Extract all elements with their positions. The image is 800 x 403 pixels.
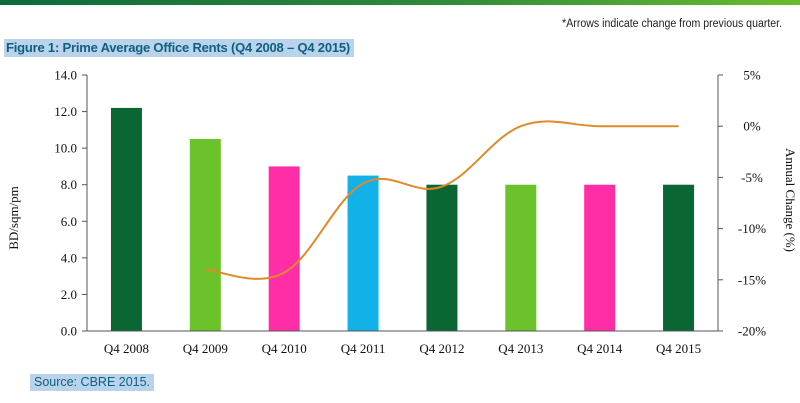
x-tick-label: Q4 2012 — [419, 341, 464, 356]
x-tick-label: Q4 2008 — [104, 341, 149, 356]
axes-group: 0.0 2.0 4.0 6.0 8.0 10.0 12.0 14.0 -20% -15% -10% -… — [54, 68, 766, 357]
bar-q4-2010 — [268, 166, 300, 331]
x-tick-label: Q4 2014 — [577, 341, 623, 356]
bar-q4-2015 — [663, 184, 695, 331]
y-right-tick-label: -5% — [741, 170, 763, 185]
bars-group — [110, 107, 695, 332]
y-axis-right-title: Annual Change (%) — [783, 148, 798, 252]
source-note: Source: CBRE 2015. — [30, 374, 155, 391]
bar-q4-2012 — [426, 184, 458, 331]
arrows-footnote: *Arrows indicate change from previous qu… — [562, 18, 782, 30]
x-tick-label: Q4 2009 — [183, 341, 228, 356]
bar-q4-2013 — [505, 184, 537, 331]
bar-q4-2009 — [189, 139, 221, 331]
annual-change-line — [205, 120, 679, 280]
y-left-tick-label: 10.0 — [54, 141, 77, 156]
x-tick-label: Q4 2011 — [341, 341, 386, 356]
line-group — [205, 120, 679, 280]
y-axis-left-title: BD/sqm/pm — [6, 186, 21, 250]
y-left-tick-label: 12.0 — [54, 104, 77, 119]
y-right-tick-label: -15% — [738, 272, 766, 287]
y-left-tick-label: 2.0 — [61, 287, 77, 302]
bar-q4-2008 — [110, 107, 142, 332]
top-accent-rule — [0, 0, 800, 5]
y-left-tick-label: 6.0 — [61, 214, 77, 229]
bar-q4-2014 — [584, 184, 616, 331]
figure-title: Figure 1: Prime Average Office Rents (Q4… — [4, 39, 355, 57]
y-right-tick-label: -20% — [738, 324, 766, 339]
x-tick-label: Q4 2015 — [656, 341, 701, 356]
x-tick-label: Q4 2010 — [262, 341, 307, 356]
y-right-tick-label: -10% — [738, 221, 766, 236]
y-right-tick-label: 0% — [743, 119, 761, 134]
y-right-tick-label: 5% — [743, 68, 761, 83]
y-left-tick-label: 4.0 — [61, 250, 77, 265]
y-left-tick-label: 14.0 — [54, 68, 77, 83]
x-tick-label: Q4 2013 — [498, 341, 543, 356]
bar-q4-2011 — [347, 175, 379, 331]
y-left-tick-label: 8.0 — [61, 177, 77, 192]
y-left-tick-label: 0.0 — [61, 324, 77, 339]
